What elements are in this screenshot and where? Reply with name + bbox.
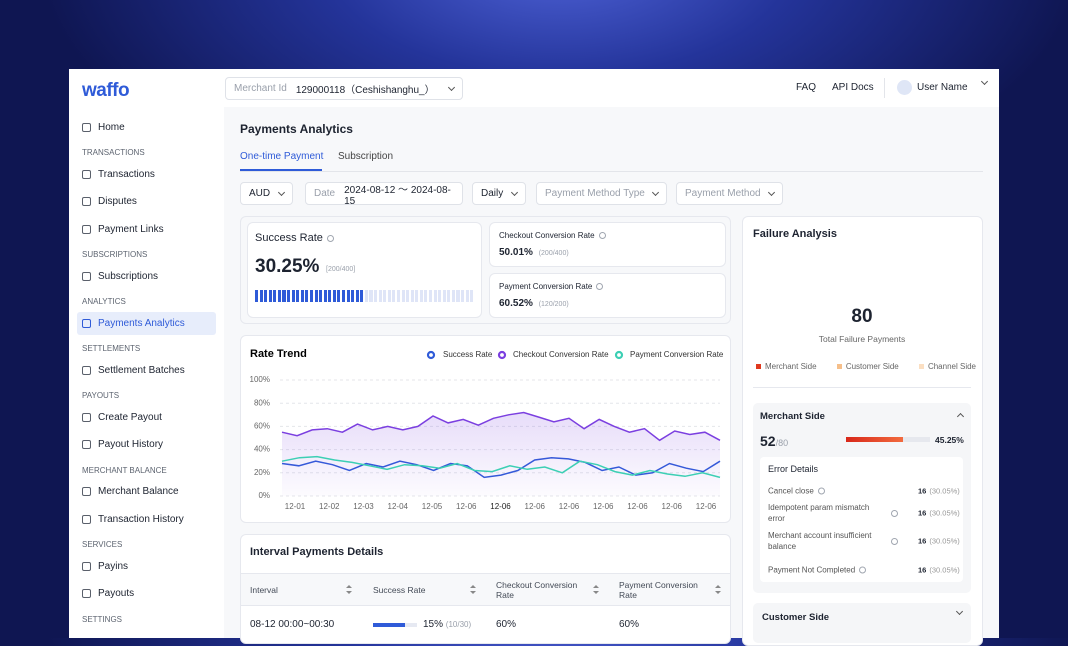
customer-header[interactable]: Customer Side bbox=[762, 612, 962, 623]
pct: (30.05%) bbox=[929, 566, 959, 575]
x-tick-label: 12-06 bbox=[593, 502, 614, 511]
y-tick-label: 60% bbox=[254, 422, 270, 431]
chart-title: Rate Trend bbox=[250, 348, 307, 360]
x-tick-label: 12-06 bbox=[662, 502, 683, 511]
count: 16 bbox=[918, 509, 926, 518]
failure-title: Failure Analysis bbox=[753, 228, 837, 240]
pct: (30.05%) bbox=[929, 537, 959, 546]
cell: 60% bbox=[619, 619, 639, 630]
x-tick-label: 12-01 bbox=[285, 502, 306, 511]
error-name: Payment Not Completed bbox=[768, 565, 898, 576]
cell: 08-12 00:00~00:30 bbox=[250, 619, 334, 630]
column-header[interactable]: Payment Conversion Rate bbox=[619, 574, 731, 605]
table-title: Interval Payments Details bbox=[250, 546, 383, 558]
x-tick-label: 12-05 bbox=[422, 502, 443, 511]
bar bbox=[373, 623, 405, 627]
column-header[interactable]: Success Rate bbox=[373, 574, 486, 605]
legend-marker bbox=[837, 364, 842, 369]
merchant-count: 52/80 bbox=[760, 433, 788, 449]
pct: (30.05%) bbox=[929, 509, 959, 518]
x-tick-label: 12-06 bbox=[525, 502, 546, 511]
x-tick-label: 12-06 bbox=[559, 502, 580, 511]
area bbox=[282, 413, 720, 497]
divider bbox=[753, 387, 971, 388]
y-tick-label: 40% bbox=[254, 445, 270, 454]
x-tick-label: 12-04 bbox=[388, 502, 409, 511]
legend-marker bbox=[919, 364, 924, 369]
info-icon bbox=[818, 488, 825, 495]
bar-track bbox=[846, 437, 930, 442]
error-name: Idempotent param mismatch error bbox=[768, 502, 898, 524]
x-tick-label: 12-06 bbox=[696, 502, 717, 511]
x-tick-label: 12-06 bbox=[456, 502, 477, 511]
cell: 15% (10/30) bbox=[423, 619, 471, 630]
legend-label: Merchant Side bbox=[765, 362, 817, 371]
x-tick-label: 12-06 bbox=[627, 502, 648, 511]
count: 16 bbox=[918, 537, 926, 546]
legend-marker bbox=[499, 352, 505, 358]
legend-item: Channel Side bbox=[919, 362, 976, 371]
bar bbox=[846, 437, 903, 442]
legend-label: Payment Conversion Rate bbox=[630, 350, 724, 359]
legend-item: Customer Side bbox=[837, 362, 899, 371]
y-tick-label: 20% bbox=[254, 468, 270, 477]
legend-label: Channel Side bbox=[928, 362, 976, 371]
legend-marker bbox=[616, 352, 622, 358]
error-label: Cancel close bbox=[768, 486, 814, 497]
error-name: Merchant account insufficient balance bbox=[768, 530, 898, 552]
info-icon bbox=[891, 510, 898, 517]
x-tick-label: 12-02 bbox=[319, 502, 340, 511]
error-count: 16(30.05%) bbox=[918, 566, 960, 575]
legend-marker bbox=[756, 364, 761, 369]
gauge-total: 80 bbox=[752, 306, 972, 328]
y-tick-label: 80% bbox=[254, 398, 270, 407]
cell: 60% bbox=[496, 619, 516, 630]
info-icon bbox=[891, 538, 898, 545]
error-name: Cancel close bbox=[768, 486, 898, 497]
y-tick-label: 100% bbox=[250, 375, 270, 384]
error-label: Idempotent param mismatch error bbox=[768, 502, 887, 524]
error-count: 16(30.05%) bbox=[918, 487, 960, 496]
gauge-legend: Merchant Side Customer Side Channel Side bbox=[756, 362, 976, 371]
error-count: 16(30.05%) bbox=[918, 537, 960, 546]
y-tick-label: 0% bbox=[258, 491, 270, 500]
legend-label: Success Rate bbox=[443, 350, 493, 359]
legend-label: Checkout Conversion Rate bbox=[513, 350, 609, 359]
error-label: Payment Not Completed bbox=[768, 565, 855, 576]
x-tick-label: 12-03 bbox=[353, 502, 374, 511]
error-count: 16(30.05%) bbox=[918, 509, 960, 518]
pct: (30.05%) bbox=[929, 487, 959, 496]
count: 16 bbox=[918, 487, 926, 496]
column-header[interactable]: Interval bbox=[250, 574, 362, 605]
legend-label: Customer Side bbox=[846, 362, 899, 371]
gauge-label: Total Failure Payments bbox=[752, 334, 972, 344]
legend-marker bbox=[428, 352, 434, 358]
merchant-percent: 45.25% bbox=[935, 435, 964, 445]
customer-panel bbox=[753, 603, 971, 643]
count: 16 bbox=[918, 566, 926, 575]
column-header[interactable]: Checkout Conversion Rate bbox=[496, 574, 609, 605]
info-icon bbox=[859, 567, 866, 574]
error-title: Error Details bbox=[768, 464, 818, 474]
error-label: Merchant account insufficient balance bbox=[768, 530, 887, 552]
legend-item: Merchant Side bbox=[756, 362, 817, 371]
merchant-header[interactable]: Merchant Side bbox=[760, 411, 963, 422]
bar-track bbox=[373, 623, 417, 627]
x-tick-label: 12-06 bbox=[490, 502, 511, 511]
